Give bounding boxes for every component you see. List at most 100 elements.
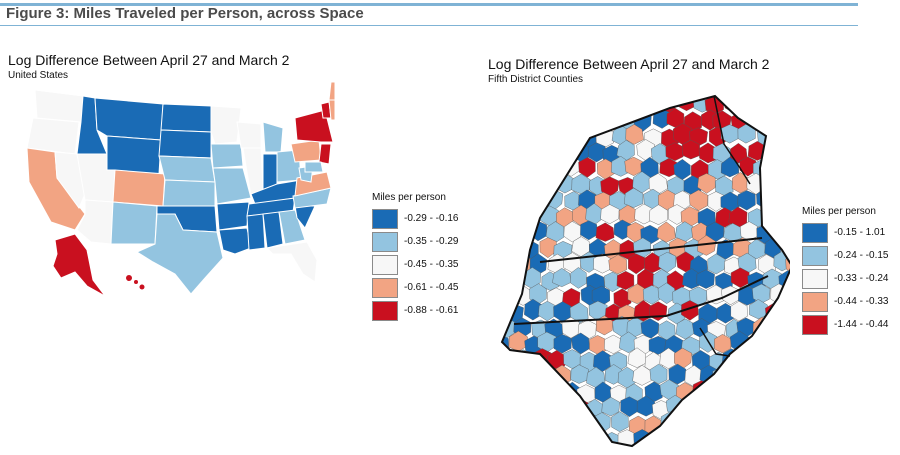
- county-cell: [777, 363, 790, 384]
- county-cell: [785, 96, 790, 115]
- county-cell: [730, 267, 750, 288]
- county-cell: [656, 221, 676, 243]
- county-cell: [509, 365, 527, 385]
- county-cell: [668, 428, 688, 446]
- county-cell: [752, 415, 772, 437]
- county-cell: [502, 127, 519, 147]
- county-cell: [601, 96, 620, 100]
- county-cell: [608, 254, 627, 275]
- county-cell: [706, 412, 726, 433]
- county-cell: [649, 363, 668, 385]
- county-cell: [523, 109, 541, 131]
- county-cell: [648, 204, 669, 225]
- county-cell: [561, 96, 579, 113]
- legend-label: -1.44 - -0.44: [834, 319, 889, 330]
- county-cell: [580, 220, 599, 241]
- legend-swatch: [802, 314, 828, 335]
- county-cell: [748, 238, 766, 260]
- county-cell: [570, 364, 589, 384]
- county-cell: [502, 239, 511, 259]
- county-cell: [730, 300, 748, 322]
- district-legend-item: -0.33 - -0.24: [802, 267, 888, 290]
- county-cell: [568, 428, 588, 446]
- county-cell: [601, 396, 621, 417]
- legend-label: -0.44 - -0.33: [834, 296, 889, 307]
- county-cell: [681, 300, 699, 321]
- county-cell: [777, 176, 790, 197]
- county-cell: [728, 397, 749, 419]
- state-fl: [265, 241, 318, 283]
- state-la: [218, 227, 252, 255]
- county-cell: [555, 430, 575, 446]
- county-cell: [643, 96, 661, 113]
- county-cell: [786, 223, 790, 245]
- us-map-subtitle: United States: [8, 70, 69, 81]
- county-cell: [594, 96, 613, 117]
- county-cell: [554, 399, 573, 419]
- county-cell: [569, 267, 587, 289]
- county-cell: [772, 444, 790, 446]
- county-cell: [777, 332, 790, 353]
- county-cell: [547, 159, 566, 182]
- county-cell: [772, 124, 790, 145]
- legend-swatch: [372, 208, 398, 229]
- county-cell: [772, 157, 790, 177]
- county-cell: [762, 431, 782, 446]
- district-legend: Miles per person -0.15 - 1.01 -0.24 - -0…: [802, 206, 888, 336]
- state-nj: [318, 143, 332, 165]
- county-cell: [563, 411, 583, 433]
- county-cell: [521, 206, 541, 228]
- county-cell: [502, 191, 517, 212]
- county-cell: [780, 141, 790, 163]
- county-cell: [675, 251, 695, 273]
- legend-label: -0.88 - -0.61: [404, 305, 459, 316]
- state-wy: [106, 135, 162, 175]
- legend-label: -0.29 - -0.16: [404, 213, 459, 224]
- county-cell: [749, 400, 767, 421]
- county-cell: [521, 176, 540, 196]
- legend-swatch: [372, 300, 398, 321]
- county-cell: [502, 284, 519, 306]
- county-cell: [547, 382, 567, 406]
- state-az: [76, 199, 114, 245]
- county-cell: [507, 205, 527, 225]
- county-cell: [745, 96, 764, 100]
- county-cell: [666, 96, 686, 101]
- county-cell: [627, 347, 647, 368]
- county-cell: [505, 238, 525, 260]
- county-cell: [713, 430, 733, 446]
- county-cell: [502, 445, 516, 446]
- county-cell: [738, 448, 755, 450]
- us-map-title: Log Difference Between April 27 and Marc…: [8, 52, 290, 68]
- county-cell: [776, 106, 790, 128]
- county-cell: [658, 444, 678, 446]
- county-cell: [720, 156, 740, 178]
- county-cell: [502, 110, 509, 130]
- county-cell: [785, 444, 790, 446]
- county-cell: [754, 96, 773, 112]
- county-cell: [723, 96, 743, 113]
- county-cell: [504, 266, 523, 288]
- county-cell: [539, 430, 559, 446]
- county-cell: [657, 282, 676, 304]
- county-cell: [730, 364, 748, 386]
- state-ga: [278, 209, 306, 245]
- state-nd: [160, 103, 212, 133]
- state-tx: [135, 213, 224, 295]
- county-cell: [502, 398, 511, 420]
- county-cell: [545, 96, 565, 116]
- county-cell: [502, 379, 519, 402]
- county-cell: [681, 139, 701, 160]
- county-cell: [720, 285, 740, 306]
- county-cell: [779, 428, 790, 446]
- state-ia: [210, 143, 244, 169]
- county-cell: [749, 299, 768, 320]
- county-cell: [787, 125, 790, 146]
- county-cell: [541, 96, 560, 99]
- state-nv: [54, 151, 86, 210]
- county-cell: [502, 270, 508, 290]
- county-cell: [765, 140, 783, 161]
- county-cell: [784, 156, 790, 178]
- county-cell: [629, 96, 648, 117]
- county-cell: [755, 348, 774, 369]
